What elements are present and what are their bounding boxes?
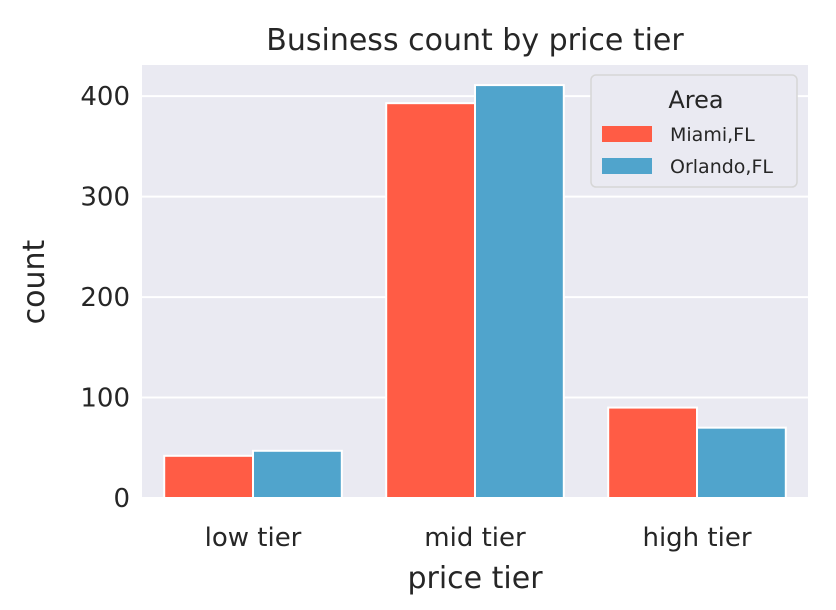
legend-label-miami: Miami,FL	[670, 124, 755, 146]
bar-miami-fl-high-tier	[607, 406, 699, 499]
legend-swatch-miami	[602, 126, 652, 142]
y-tick-label: 0	[113, 484, 130, 514]
legend-title: Area	[668, 86, 723, 114]
x-tick-label: low tier	[205, 523, 302, 553]
chart-title: Business count by price tier	[266, 23, 684, 58]
y-axis-label: count	[17, 239, 52, 324]
bar-orlando-fl-mid-tier	[474, 84, 565, 499]
bars	[163, 84, 787, 500]
bar-miami-fl-low-tier	[163, 454, 254, 500]
y-tick-label: 400	[80, 82, 130, 112]
x-axis-label: price tier	[407, 561, 543, 596]
legend-swatch-orlando	[602, 158, 652, 174]
bar-orlando-fl-high-tier	[696, 426, 787, 499]
y-tick-label: 200	[80, 283, 130, 313]
bar-miami-fl-mid-tier	[385, 102, 477, 499]
y-tick-labels: 0 100 200 300 400	[80, 82, 130, 514]
x-tick-labels: low tier mid tier high tier	[205, 523, 752, 553]
x-tick-label: mid tier	[424, 523, 526, 553]
legend-label-orlando: Orlando,FL	[670, 156, 773, 178]
y-tick-label: 300	[80, 183, 130, 213]
x-tick-label: high tier	[642, 523, 751, 553]
legend: Area Miami,FL Orlando,FL	[590, 74, 798, 188]
bar-orlando-fl-low-tier	[252, 449, 343, 499]
y-tick-label: 100	[80, 384, 130, 414]
